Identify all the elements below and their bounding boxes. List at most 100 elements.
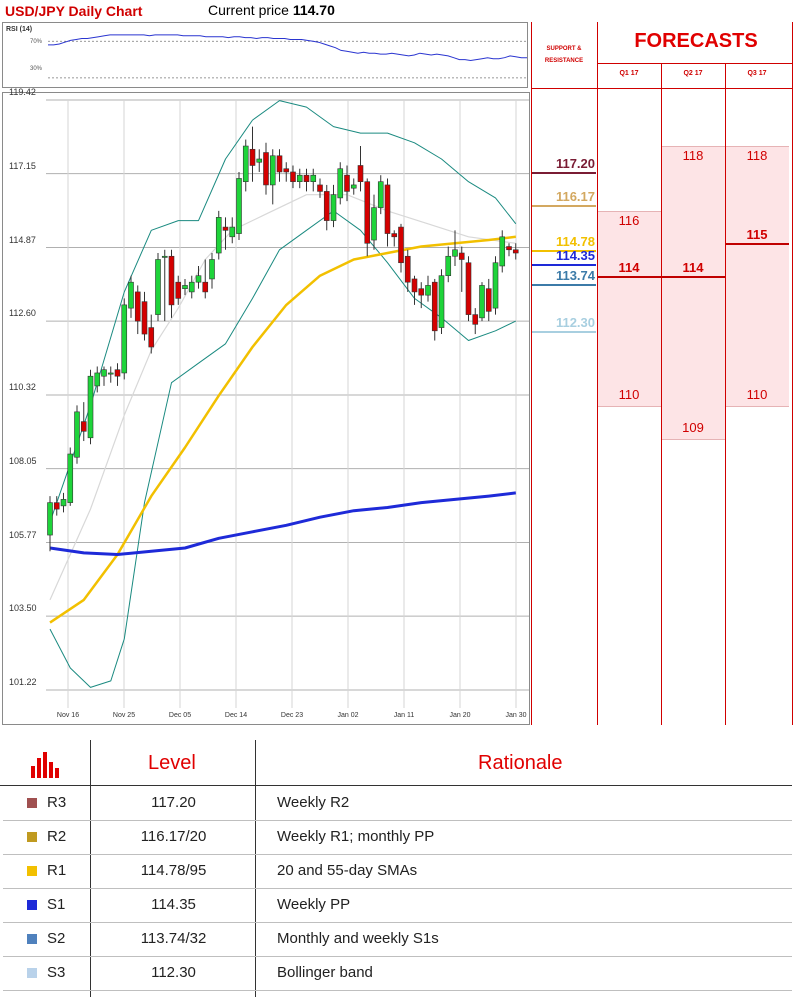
y-tick-label: 112.60 [9,308,36,319]
level-rationale: Bollinger band [277,964,373,981]
sr-level-label: 114.78 [555,234,595,250]
candle-body [310,174,317,182]
candle-body [303,174,310,182]
x-tick-label: Nov 25 [112,712,136,719]
candle-body [344,174,350,192]
level-code: R1 [47,862,67,879]
sr-level-line [532,264,596,267]
sr-level-line [532,250,596,253]
forecast-low-value: 110 [746,387,768,403]
candle-body [229,226,236,238]
table-row: R2 116.17/20 Weekly R1; monthly PP [3,820,792,855]
rsi-plot [48,34,527,79]
forecast-range-band [598,210,661,408]
candle-body [276,155,283,173]
candle-body [479,285,485,319]
candle-body [256,158,263,163]
forecast-mid-line [662,275,725,278]
current-price: Current price 114.70 [208,2,335,18]
level-code: S1 [47,896,66,913]
candle-body [371,207,377,241]
candle-body [465,262,472,315]
level-value: 114.35 [151,896,196,913]
forecast-high-value: 116 [618,212,640,228]
candle-body [222,226,229,231]
forecast-low-value: 109 [682,419,704,435]
level-code: S3 [47,964,66,981]
support-resistance-title: SUPPORT & RESISTANCE [531,43,597,67]
candle-body [141,301,148,335]
level-color-swatch [27,866,37,876]
x-tick-label: Jan 11 [393,712,415,719]
quarter-q2-header: Q2 17 [683,70,703,77]
level-value: 113.74/32 [140,930,207,947]
x-tick-label: Dec 05 [168,712,192,719]
candle-body [242,145,249,182]
candle-body [418,288,425,296]
candle-body [53,502,60,510]
rsi-label: RSI (14) [6,26,33,33]
candle-body [60,499,67,507]
candle-body [107,372,114,375]
candle-body [236,178,242,234]
candle-body [492,262,499,309]
level-value: 114.78/95 [140,862,207,879]
candle-body [404,255,411,283]
candle-body [87,375,94,439]
level-color-swatch [27,832,37,842]
level-code: R3 [47,794,67,811]
y-tick-label: 110.32 [9,382,36,392]
candle-body [148,327,155,348]
y-tick-label: 119.42 [9,87,36,97]
table-row: S3 112.30 Bollinger band [3,956,792,991]
current-price-label: Current price [208,2,289,18]
candle-body [445,255,452,277]
candle-body [431,281,438,332]
candle-body [188,281,195,293]
candle-body [296,174,303,182]
candle-body [269,155,276,186]
candle-body [74,411,80,458]
sr-level-label: 112.30 [555,314,595,330]
table-row: R1 114.78/95 20 and 55-day SMAs [3,854,792,889]
candle-body [398,226,404,264]
forecast-mid-value: 114 [682,259,704,275]
candle-body [499,236,506,267]
sr-level-label: 114.35 [555,248,595,264]
candle-body [202,281,209,293]
level-value: 116.17/20 [140,828,207,845]
forecast-range-band [662,146,725,440]
candle-body [67,453,74,503]
y-tick-label: 105.77 [9,529,37,540]
candle-body [195,275,202,283]
level-code: R2 [47,828,67,845]
forecast-high-value: 118 [682,148,704,164]
sma-gray-line [49,194,516,601]
candle-body [357,165,364,182]
candle-body [47,502,53,536]
forecast-mid-value: 115 [746,227,768,243]
rsi-line [48,34,527,62]
quarter-q1-header: Q1 17 [619,70,639,77]
candle-body [114,369,121,377]
candle-body [290,171,296,182]
candle-body [168,255,175,306]
sr-level-label: 113.74 [555,268,595,284]
candle-body [377,181,384,208]
candle-body [323,191,330,221]
level-rationale: Weekly R2 [277,794,350,811]
bollinger-upper-line [49,100,517,523]
forecast-mid-line [726,243,789,246]
candle-body [134,291,141,322]
table-header-level: Level [148,752,196,774]
candle-body [215,217,222,254]
forecast-range-band [726,146,789,408]
candle-body [263,152,269,186]
rsi-panel [2,22,528,88]
sr-level-label: 116.17 [555,189,595,205]
price-chart-frame [2,92,530,725]
level-value: 112.30 [151,964,196,981]
level-color-swatch [27,798,37,808]
candle-body [485,288,492,312]
candle-body [209,259,215,280]
